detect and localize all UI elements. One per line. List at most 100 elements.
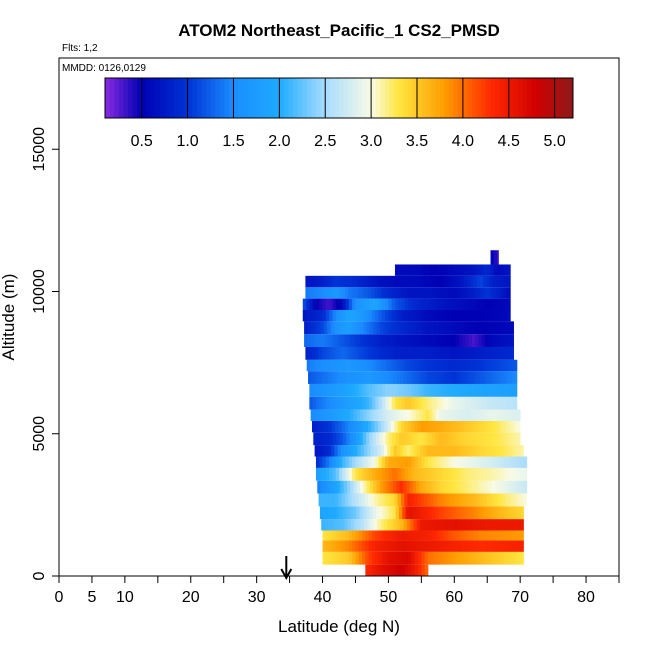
heatmap-cell [423,445,428,457]
heatmap-cell [329,298,333,310]
heatmap-cell [373,480,377,494]
heatmap-cell [462,334,466,347]
heatmap-cell [377,445,381,457]
heatmap-cell [332,383,337,397]
heatmap-cell [313,359,317,372]
heatmap-cell [391,564,396,576]
heatmap-cell [468,409,473,421]
heatmap-cell [364,287,369,299]
heatmap-cell [368,564,373,576]
heatmap-cell [479,371,484,384]
heatmap-cell [318,346,323,360]
heatmap-cell [422,321,427,335]
heatmap-cell [393,480,397,494]
heatmap-cell [348,346,352,360]
heatmap-cell [443,287,448,299]
heatmap-cell [441,309,445,322]
heatmap-cell [355,456,360,468]
heatmap-cell [493,396,498,410]
heatmap-cell [411,467,416,481]
heatmap-cell [356,409,361,421]
heatmap-cell [350,334,354,347]
heatmap-cell [474,264,478,276]
heatmap-cell [354,420,359,433]
heatmap-cell [446,445,451,457]
heatmap-cell [355,551,360,565]
heatmap-cell [323,480,328,494]
colorbar-swatch [371,78,377,118]
heatmap-cell [395,359,400,372]
heatmap-cell [449,371,454,384]
heatmap-cell [444,264,449,276]
heatmap-cell [503,275,507,288]
heatmap-cell [315,309,320,322]
heatmap-cell [431,383,435,397]
heatmap-cell [435,409,440,421]
heatmap-cell [422,432,426,446]
heatmap-cell [455,480,460,494]
heatmap-cell [309,309,314,322]
heatmap-cell [385,359,390,372]
heatmap-cell [324,519,329,531]
heatmap-cell [490,551,495,565]
heatmap-cell [476,420,481,433]
heatmap-cell [483,298,488,310]
heatmap-cell [481,432,485,446]
heatmap-cell [328,287,333,299]
heatmap-cell [472,409,476,421]
heatmap-cell [404,530,409,541]
heatmap-cell [409,409,414,421]
heatmap-cell [460,540,465,552]
heatmap-cell [441,467,445,481]
heatmap-cell [372,359,377,372]
heatmap-cell [317,409,321,421]
heatmap-cell [478,506,482,520]
heatmap-cell [416,334,420,347]
heatmap-cell [391,287,395,299]
heatmap-cell [452,445,457,457]
colorbar-swatch [559,78,565,118]
heatmap-cell [461,506,466,520]
heatmap-cell [441,298,445,310]
heatmap-cell [467,383,472,397]
heatmap-cell [413,519,418,531]
colorbar-tick-label: 1.0 [176,133,198,150]
heatmap-cell [458,432,462,446]
heatmap-cell [355,467,360,481]
heatmap-cell [479,493,484,507]
heatmap-cell [437,540,442,552]
heatmap-cell [391,493,395,507]
heatmap-cell [508,321,513,335]
heatmap-cell [419,321,424,335]
heatmap-cell [474,309,478,322]
heatmap-cell [345,383,350,397]
heatmap-cell [515,445,520,457]
heatmap-cell [322,551,327,565]
heatmap-cell [414,383,419,397]
heatmap-cell [480,467,485,481]
heatmap-cell [434,396,439,410]
heatmap-cell [330,321,335,335]
heatmap-cell [501,432,505,446]
heatmap-cell [399,334,404,347]
heatmap-layer [395,264,511,276]
heatmap-cell [369,409,374,421]
heatmap-cell [353,321,358,335]
heatmap-cell [412,409,417,421]
heatmap-cell [398,309,402,322]
heatmap-cell [503,456,508,468]
heatmap-cell [470,264,475,276]
heatmap-cell [344,371,348,384]
heatmap-cell [457,551,462,565]
heatmap-cell [483,396,488,410]
heatmap-cell [329,530,333,541]
heatmap-cell [348,551,353,565]
heatmap-cell [362,530,366,541]
heatmap-cell [371,298,376,310]
heatmap-cell [473,275,478,288]
heatmap-cell [460,467,465,481]
heatmap-cell [483,287,487,299]
heatmap-cell [325,383,330,397]
heatmap-cell [337,445,342,457]
heatmap-cell [339,467,343,481]
